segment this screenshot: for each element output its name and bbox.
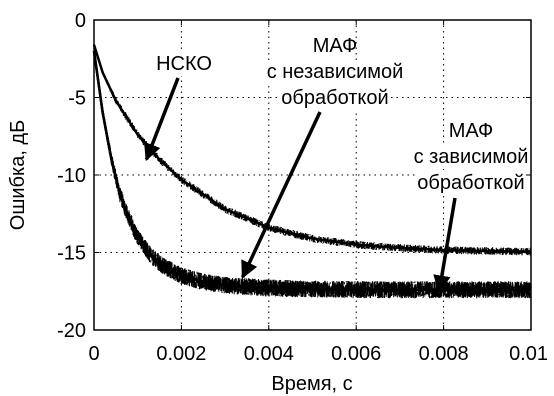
y-tick-label: -20 (57, 320, 86, 342)
annotation-0: НСКО (143, 52, 212, 162)
y-tick-label: -10 (57, 165, 86, 187)
x-tick-label: 0.008 (419, 343, 469, 365)
annotation-text: НСКО (156, 53, 212, 75)
annotation-text-backdrop (453, 119, 489, 143)
annotations-layer: НСКО МАФ с независимой обработкой МАФ с завис… (143, 34, 531, 293)
annotation-1: МАФ с независимой обработкой (240, 34, 406, 279)
annotation-2: МАФ с зависимой обработкой (411, 119, 531, 293)
annotation-text-backdrop (411, 145, 531, 169)
y-tick-label: -15 (57, 243, 86, 265)
x-tick-label: 0.002 (156, 343, 206, 365)
annotation-text: обработкой (281, 87, 388, 109)
annotation-text: с независимой (267, 61, 404, 83)
series-line (92, 50, 531, 291)
annotation-text-backdrop (317, 34, 353, 58)
annotation-arrow (143, 77, 180, 162)
x-tick-label: 0.004 (244, 343, 294, 365)
annotation-text: МАФ (449, 120, 494, 142)
annotation-text-backdrop (161, 52, 207, 76)
annotation-text: обработкой (417, 172, 524, 194)
axis-ticks: 0 0.002 0.004 0.006 0.008 0.01 0 -5 -10 -15 -20 (57, 10, 548, 365)
annotation-text-backdrop (264, 60, 406, 84)
x-tick-label: 0.006 (331, 343, 381, 365)
y-tick-label: 0 (75, 10, 86, 32)
series-line (92, 44, 532, 253)
annotation-text-backdrop (416, 171, 526, 195)
annotation-arrow (240, 111, 322, 279)
annotation-text: с зависимой (414, 146, 529, 168)
x-axis-label: Время, с (271, 373, 352, 395)
x-tick-label: 0.01 (509, 343, 548, 365)
y-axis-label: Ошибка, дБ (7, 120, 29, 230)
y-tick-label: -5 (68, 88, 86, 110)
annotation-text-backdrop (280, 86, 390, 110)
annotation-arrow (433, 197, 457, 293)
x-tick-label: 0 (88, 343, 99, 365)
annotation-text: МАФ (313, 35, 358, 57)
